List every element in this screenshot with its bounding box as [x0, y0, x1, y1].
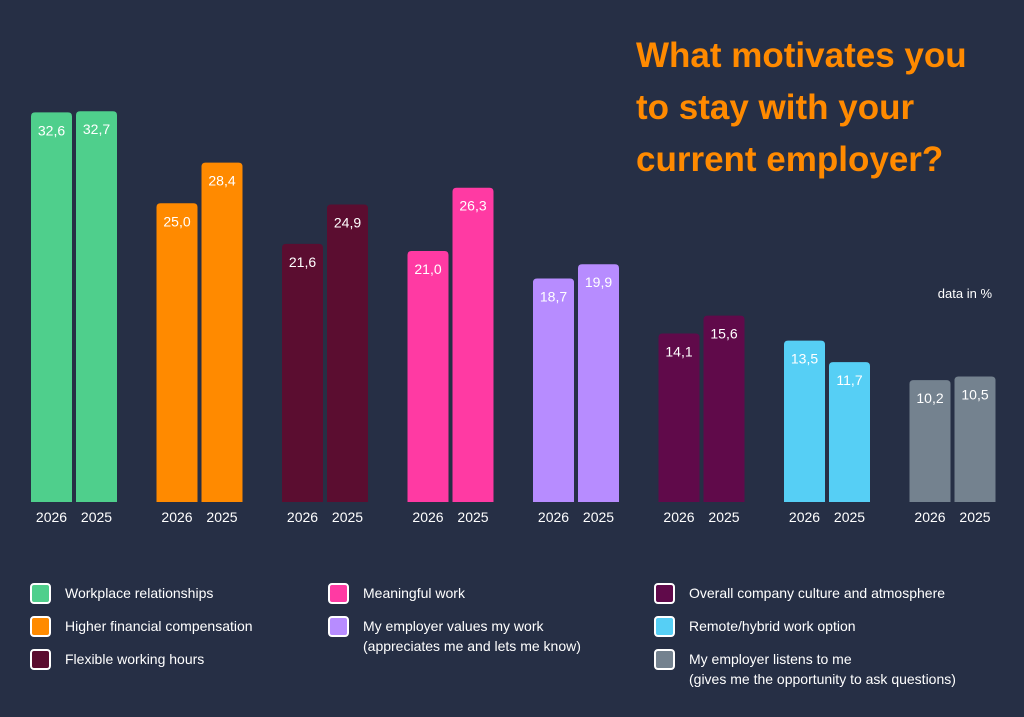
legend-swatch	[30, 616, 51, 637]
data-label: 14,1	[665, 344, 692, 360]
bar-group: 13,5 2026 11,7 2025	[784, 340, 870, 525]
legend-item: Overall company culture and atmosphere	[654, 583, 945, 604]
data-label: 10,2	[916, 390, 943, 406]
x-tick-label: 2026	[914, 509, 945, 525]
x-tick-label: 2026	[538, 509, 569, 525]
bar-group: 18,7 2026 19,9 2025	[533, 264, 619, 525]
unit-note: data in %	[937, 286, 992, 301]
bar	[452, 187, 494, 502]
bar	[201, 162, 243, 502]
data-label: 32,7	[83, 121, 110, 137]
bar	[954, 376, 996, 502]
legend-item: Meaningful work	[328, 583, 465, 604]
bar-group: 21,0 2026 26,3 2025	[407, 187, 494, 525]
bar	[407, 251, 449, 502]
bar-group: 10,2 2026 10,5 2025	[909, 376, 996, 525]
legend-label-subtext: (gives me the opportunity to ask questio…	[689, 671, 956, 687]
x-tick-label: 2026	[161, 509, 192, 525]
legend-label: Workplace relationships	[65, 583, 213, 603]
x-tick-label: 2026	[36, 509, 67, 525]
bar	[327, 204, 368, 502]
legend-swatch	[654, 649, 675, 670]
legend-label-text: Flexible working hours	[65, 651, 205, 667]
legend-label: My employer listens to me (gives me the o…	[689, 649, 956, 689]
x-tick-label: 2025	[583, 509, 614, 525]
legend: Workplace relationships Higher financial …	[0, 578, 1024, 708]
legend-label: Overall company culture and atmosphere	[689, 583, 945, 603]
bar	[76, 111, 117, 503]
x-tick-label: 2025	[206, 509, 237, 525]
bar-group: 21,6 2026 24,9 2025	[282, 204, 368, 525]
legend-swatch	[328, 616, 349, 637]
bar	[156, 203, 198, 502]
data-label: 11,7	[836, 372, 862, 388]
legend-swatch	[328, 583, 349, 604]
legend-label: Flexible working hours	[65, 649, 204, 669]
legend-item: My employer listens to me (gives me the o…	[654, 649, 956, 689]
data-label: 25,0	[163, 213, 190, 229]
legend-label-text: Remote/hybrid work option	[689, 618, 856, 634]
legend-label: Meaningful work	[363, 583, 465, 603]
legend-label: My employer values my work (appreciates m…	[363, 616, 581, 656]
legend-label-text: My employer listens to me	[689, 651, 852, 667]
bar	[829, 362, 870, 502]
chart-title: What motivates you to stay with your cur…	[636, 30, 1016, 186]
data-label: 24,9	[334, 214, 361, 230]
legend-label-subtext: (appreciates me and lets me know)	[363, 638, 581, 654]
x-tick-label: 2025	[834, 509, 865, 525]
legend-swatch	[30, 649, 51, 670]
legend-swatch	[654, 583, 675, 604]
legend-label-text: Meaningful work	[363, 585, 465, 601]
x-tick-label: 2026	[663, 509, 694, 525]
legend-label-text: Overall company culture and atmosphere	[689, 585, 946, 601]
x-tick-label: 2026	[789, 509, 820, 525]
x-tick-label: 2025	[457, 509, 488, 525]
x-tick-label: 2025	[81, 509, 112, 525]
data-label: 15,6	[710, 326, 737, 342]
data-label: 21,6	[289, 254, 316, 270]
x-tick-label: 2025	[959, 509, 990, 525]
bar	[784, 340, 825, 502]
data-label: 13,5	[791, 351, 818, 367]
x-tick-label: 2026	[412, 509, 443, 525]
x-tick-label: 2026	[287, 509, 318, 525]
bar	[703, 315, 745, 502]
chart-title-line: current employer?	[636, 140, 944, 179]
bar	[578, 264, 619, 502]
x-tick-label: 2025	[708, 509, 739, 525]
data-label: 10,5	[961, 387, 988, 403]
bar	[533, 278, 574, 502]
legend-label-text: Workplace relationships	[65, 585, 214, 601]
bar	[31, 112, 72, 503]
chart-title-line: What motivates you	[636, 36, 967, 75]
bar-group: 25,0 2026 28,4 2025	[156, 162, 243, 525]
bar-chart: 32,6 2026 32,7 2025 25,0 2026 28,4 2025 21,6 2026…	[31, 111, 996, 525]
legend-item: My employer values my work (appreciates m…	[328, 616, 581, 656]
bar	[658, 333, 700, 502]
legend-swatch	[30, 583, 51, 604]
bar	[282, 243, 323, 502]
data-label: 18,7	[540, 289, 567, 305]
legend-item: Higher financial compensation	[30, 616, 253, 637]
legend-label: Higher financial compensation	[65, 616, 253, 636]
legend-label: Remote/hybrid work option	[689, 616, 856, 636]
data-label: 32,6	[38, 122, 65, 138]
data-label: 19,9	[585, 274, 612, 290]
bar-group: 32,6 2026 32,7 2025	[31, 111, 117, 525]
data-label: 28,4	[208, 173, 235, 189]
legend-label-text: My employer values my work	[363, 618, 544, 634]
x-tick-label: 2025	[332, 509, 363, 525]
legend-item: Flexible working hours	[30, 649, 204, 670]
legend-item: Remote/hybrid work option	[654, 616, 856, 637]
data-label: 26,3	[459, 198, 486, 214]
bar	[909, 380, 951, 502]
legend-item: Workplace relationships	[30, 583, 213, 604]
bar-group: 14,1 2026 15,6 2025	[658, 315, 745, 525]
chart-title-line: to stay with your	[636, 88, 915, 127]
data-label: 21,0	[414, 261, 441, 277]
legend-label-text: Higher financial compensation	[65, 618, 253, 634]
legend-swatch	[654, 616, 675, 637]
